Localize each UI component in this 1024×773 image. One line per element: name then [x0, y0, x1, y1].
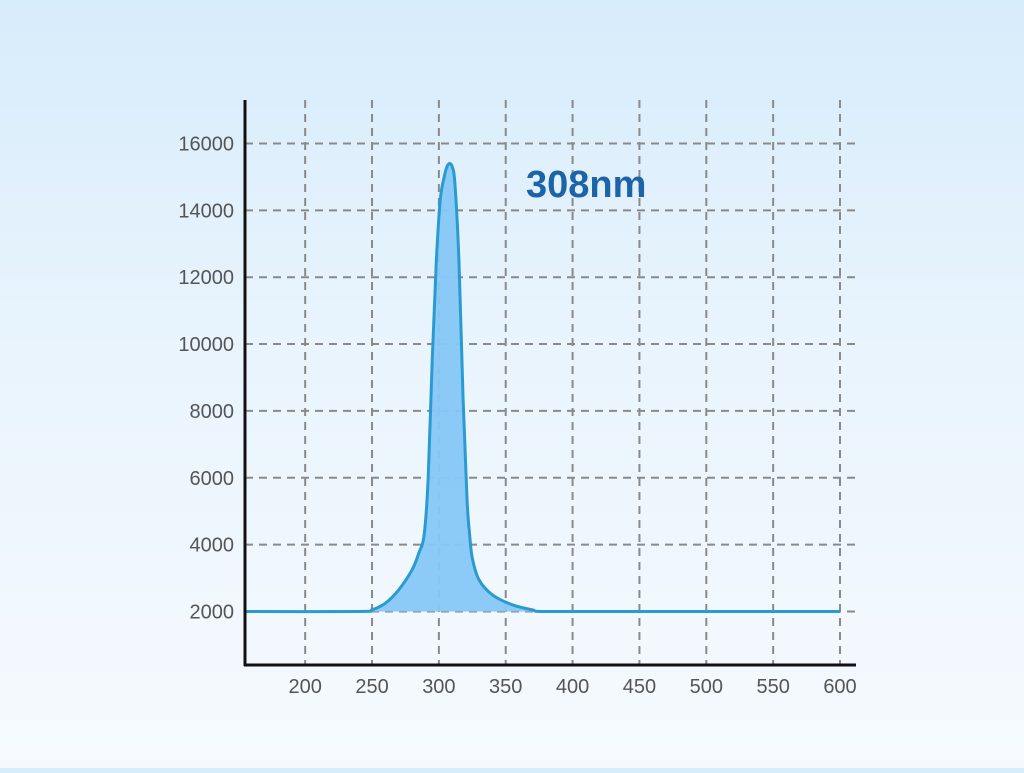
x-tick-label: 250	[355, 676, 388, 698]
series-line	[244, 162, 840, 614]
x-tick-label: 600	[823, 676, 856, 698]
series-area	[244, 162, 840, 614]
y-tick-label: 10000	[178, 334, 234, 356]
x-tick-label: 500	[690, 676, 723, 698]
peak-annotation: 308nm	[526, 164, 646, 206]
x-tick-label: 450	[623, 676, 656, 698]
x-tick-label: 300	[422, 676, 455, 698]
y-tick-label: 2000	[190, 602, 235, 624]
y-tick-label: 6000	[190, 468, 235, 490]
y-tick-label: 8000	[190, 401, 235, 423]
x-tick-label: 550	[756, 676, 789, 698]
x-tick-label: 400	[556, 676, 589, 698]
y-tick-label: 12000	[178, 267, 234, 289]
x-tick-labels: 200 250 300 350 400 450 500 550 600	[288, 676, 856, 698]
y-tick-labels: 2000 4000 6000 8000 10000 12000 14000 16000	[178, 133, 234, 623]
x-tick-label: 350	[489, 676, 522, 698]
axes	[243, 100, 856, 667]
y-tick-label: 14000	[178, 200, 234, 222]
y-tick-label: 16000	[178, 133, 234, 155]
x-tick-label: 200	[288, 676, 321, 698]
y-tick-label: 4000	[190, 535, 235, 557]
